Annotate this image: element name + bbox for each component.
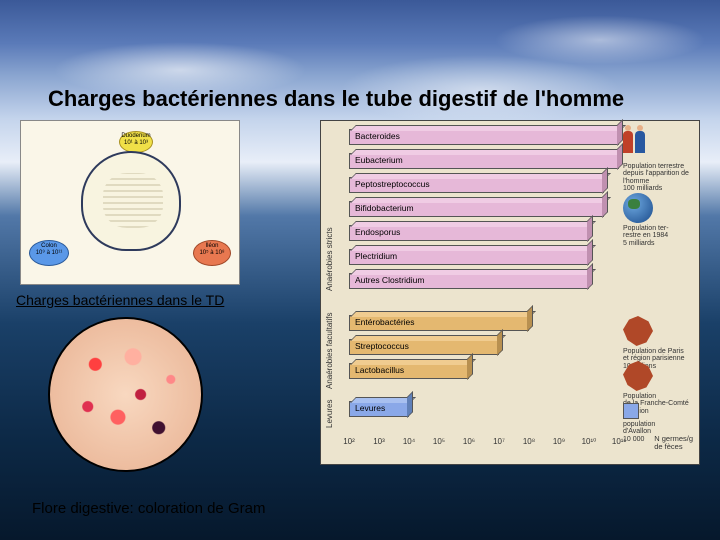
ileon-label: Iléon10⁵ à 10⁸ — [193, 240, 231, 266]
population-annotation: Population terrestre depuis l'apparition… — [623, 131, 695, 192]
bar-row: Autres Clostridium — [349, 271, 695, 293]
axis-tick: 10³ — [373, 437, 385, 446]
bar-label: Entérobactéries — [355, 317, 415, 327]
colon-label: Colon10⁹ à 10¹¹ — [29, 240, 69, 266]
group-label-facul: Anaérobies facultatifs — [325, 313, 334, 390]
bar-label: Eubacterium — [355, 155, 403, 165]
bar-row: Plectridium — [349, 247, 695, 269]
axis-tick: 10⁹ — [553, 437, 565, 446]
group-label-levures: Levures — [325, 400, 334, 428]
axis-tick: 10⁵ — [433, 437, 445, 446]
bacteria-chart: Anaérobies stricts Anaérobies facultatif… — [320, 120, 700, 465]
group-label-strict: Anaérobies stricts — [325, 227, 334, 291]
intestine-shape — [81, 151, 181, 251]
axis-tick: 10¹⁰ — [582, 437, 597, 446]
gram-stain-microscopy — [48, 317, 203, 472]
duodenum-label: Duodenum10¹ à 10³ — [119, 131, 153, 153]
bar-label: Lactobacillus — [355, 365, 404, 375]
bar-label: Peptostreptococcus — [355, 179, 430, 189]
bar-label: Levures — [355, 403, 385, 413]
bar-label: Endosporus — [355, 227, 400, 237]
population-annotation: Population ter- restre en 1984 5 milliar… — [623, 193, 695, 247]
bar-label: Bacteroides — [355, 131, 400, 141]
bar-label: Streptococcus — [355, 341, 409, 351]
axis-tick: 10⁶ — [463, 437, 475, 446]
bar-label: Plectridium — [355, 251, 397, 261]
diagram-caption: Charges bactériennes dans le TD — [16, 292, 224, 308]
chart-x-axis: N germes/g de fèces 10²10³10⁴10⁵10⁶10⁷10… — [349, 436, 619, 456]
microscopy-caption: Flore digestive: coloration de Gram — [32, 500, 265, 517]
population-annotation: population d'Avallon 10 000 — [623, 403, 695, 443]
bar-label: Autres Clostridium — [355, 275, 424, 285]
bar-label: Bifidobacterium — [355, 203, 414, 213]
axis-tick: 10⁸ — [523, 437, 535, 446]
axis-tick: 10⁷ — [493, 437, 505, 446]
axis-tick: 10⁴ — [403, 437, 415, 446]
slide-title: Charges bactériennes dans le tube digest… — [48, 86, 624, 112]
digestive-diagram: Duodenum10¹ à 10³ Colon10⁹ à 10¹¹ Iléon1… — [20, 120, 240, 285]
axis-tick: 10² — [343, 437, 355, 446]
